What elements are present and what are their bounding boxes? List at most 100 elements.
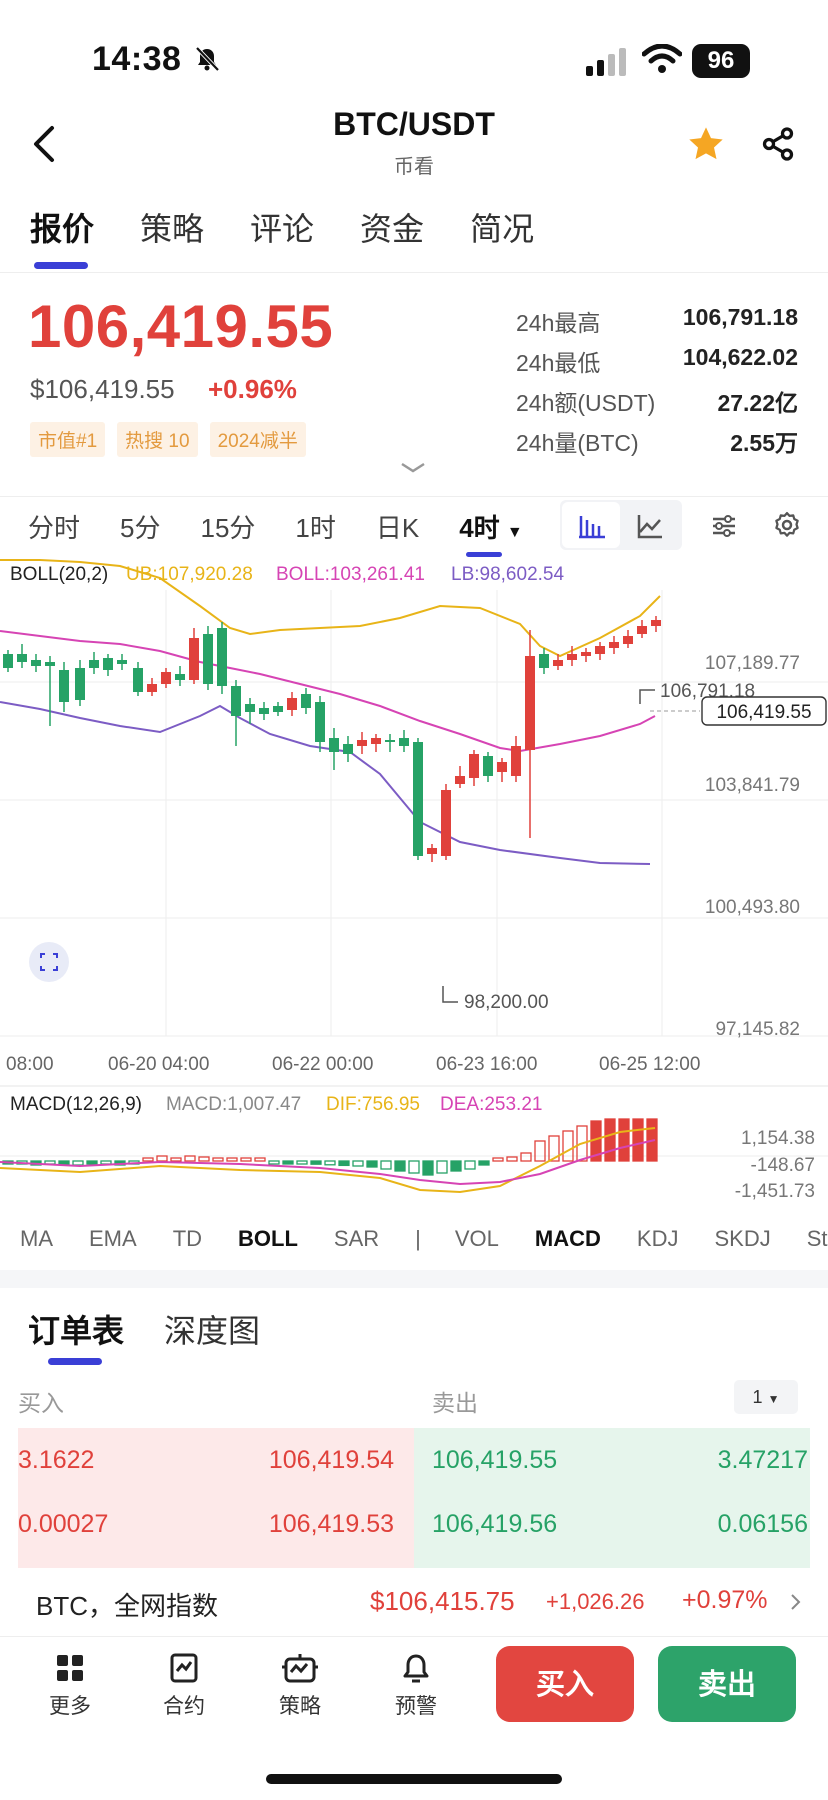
precision-value: 1 — [752, 1387, 763, 1407]
orderbook-tabs: 订单表 深度图 — [28, 1306, 300, 1352]
candle — [3, 650, 13, 672]
candle — [287, 692, 297, 716]
macd-bar — [520, 1152, 532, 1162]
buy-qty-2[interactable]: 0.00027 — [18, 1510, 109, 1538]
candlestick-chart-icon[interactable] — [578, 512, 606, 540]
badge-market-cap[interactable]: 市值#1 — [30, 422, 106, 457]
current-price-box — [701, 696, 827, 726]
divider — [0, 272, 828, 273]
main-tabs: 报价 策略 评论 资金 简况 — [30, 204, 580, 250]
interval-15m[interactable]: 15分 — [200, 513, 256, 543]
interval-timeshare[interactable]: 分时 — [28, 513, 81, 543]
indicator-ma[interactable]: MA — [20, 1226, 53, 1251]
macd-bar — [450, 1160, 462, 1172]
interval-selector: 分时 5分 15分 1时 日K 4时 ▼ — [28, 508, 563, 545]
status-time: 14:38 — [92, 40, 182, 78]
macd-bar — [464, 1160, 476, 1170]
indicator-macd[interactable]: MACD — [534, 1226, 601, 1251]
strategy-robot-icon — [282, 1654, 318, 1683]
last-price: 106,419.55 — [28, 293, 334, 360]
macd-bar — [184, 1155, 196, 1162]
indicator-skdj[interactable]: SKDJ — [714, 1226, 771, 1251]
nav-contract[interactable]: 合约 — [144, 1652, 224, 1720]
candle — [581, 648, 591, 662]
candle-body — [45, 662, 55, 666]
divider — [0, 496, 828, 497]
indicator-sto[interactable]: Sto — [806, 1226, 828, 1251]
nav-alert[interactable]: 预警 — [376, 1652, 456, 1720]
macd-bar — [198, 1156, 210, 1162]
macd-bar — [618, 1118, 630, 1162]
share-icon[interactable] — [760, 126, 796, 162]
candle — [75, 660, 85, 706]
x-label-1: 08:00 — [6, 1054, 54, 1075]
interval-5m[interactable]: 5分 — [120, 513, 161, 543]
macd-value: MACD:1,007.47 — [166, 1094, 301, 1115]
macd-bar — [240, 1157, 252, 1162]
tab-quote[interactable]: 报价 — [30, 211, 95, 247]
badge-hot-search[interactable]: 热搜 10 — [117, 422, 198, 457]
tab-order-table[interactable]: 订单表 — [28, 1313, 125, 1349]
candle — [103, 654, 113, 676]
interval-1d[interactable]: 日K — [375, 513, 420, 543]
candle — [17, 644, 27, 668]
interval-1h[interactable]: 1时 — [295, 513, 336, 543]
tab-comments[interactable]: 评论 — [250, 211, 315, 247]
indicator-td[interactable]: TD — [172, 1226, 203, 1251]
candle-body — [117, 660, 127, 664]
interval-4h[interactable]: 4时 ▼ — [459, 508, 523, 545]
macd-bar — [394, 1160, 406, 1172]
indicator-vol[interactable]: VOL — [454, 1226, 499, 1251]
candle — [45, 656, 55, 726]
tab-profile[interactable]: 简况 — [470, 211, 535, 247]
buy-price-1[interactable]: 106,419.54 — [268, 1446, 394, 1474]
nav-alert-label: 预警 — [395, 1695, 437, 1718]
current-price-label: 106,419.55 — [716, 702, 811, 723]
nav-more[interactable]: 更多 — [30, 1652, 110, 1720]
settings-gear-icon[interactable] — [772, 510, 802, 540]
index-row[interactable]: BTC，全网指数 $106,415.75 +1,026.26 +0.97% — [0, 1570, 828, 1636]
nav-strategy[interactable]: 策略 — [260, 1652, 340, 1720]
tab-funds[interactable]: 资金 — [360, 211, 425, 247]
indicator-bar: MA EMA TD BOLL SAR | VOL MACD KDJ SKDJ S… — [0, 1208, 828, 1270]
candle-body — [525, 656, 535, 750]
sell-price-1[interactable]: 106,419.55 — [432, 1446, 558, 1474]
indicator-sar[interactable]: SAR — [333, 1226, 380, 1251]
candle-body — [259, 708, 269, 714]
badge-halving[interactable]: 2024减半 — [209, 422, 306, 457]
adjust-sliders-icon[interactable] — [710, 512, 738, 540]
fullscreen-button[interactable] — [29, 942, 69, 982]
buy-qty-1[interactable]: 3.1622 — [18, 1446, 95, 1474]
candle-body — [273, 706, 283, 712]
sell-qty-1[interactable]: 3.47217 — [717, 1446, 808, 1474]
y-label-4: 97,145.82 — [715, 1019, 800, 1040]
line-chart-icon[interactable] — [636, 512, 664, 540]
macd-label: MACD(12,26,9) — [10, 1094, 142, 1115]
candle-body — [441, 790, 451, 856]
kline-chart[interactable]: BOLL(20,2) UB:107,920.28 BOLL:103,261.41… — [0, 556, 828, 1206]
candle — [133, 662, 143, 696]
y-label-3: 100,493.80 — [705, 897, 800, 918]
y-label-1: 107,189.77 — [705, 653, 800, 674]
chevron-down-icon[interactable] — [398, 460, 428, 476]
indicator-boll[interactable]: BOLL — [238, 1226, 298, 1251]
buy-button[interactable]: 买入 — [496, 1646, 634, 1722]
indicator-kdj[interactable]: KDJ — [636, 1226, 679, 1251]
precision-select[interactable]: 1 ▼ — [734, 1380, 798, 1414]
candle — [483, 752, 493, 782]
candle-body — [133, 668, 143, 692]
candle — [399, 730, 409, 752]
sell-qty-2[interactable]: 0.06156 — [717, 1510, 808, 1538]
sell-price-2[interactable]: 106,419.56 — [432, 1510, 558, 1538]
candle — [413, 738, 423, 860]
indicator-ema[interactable]: EMA — [89, 1226, 137, 1251]
tab-strategy[interactable]: 策略 — [140, 211, 205, 247]
favorite-star-icon[interactable] — [686, 124, 726, 164]
nav-more-label: 更多 — [49, 1695, 91, 1718]
boll-mid-line — [0, 630, 656, 753]
buy-price-2[interactable]: 106,419.53 — [268, 1510, 394, 1538]
sell-button[interactable]: 卖出 — [658, 1646, 796, 1722]
back-arrow-icon[interactable] — [26, 122, 66, 166]
tab-depth-chart[interactable]: 深度图 — [164, 1313, 261, 1349]
index-label: BTC，全网指数 — [36, 1591, 219, 1621]
